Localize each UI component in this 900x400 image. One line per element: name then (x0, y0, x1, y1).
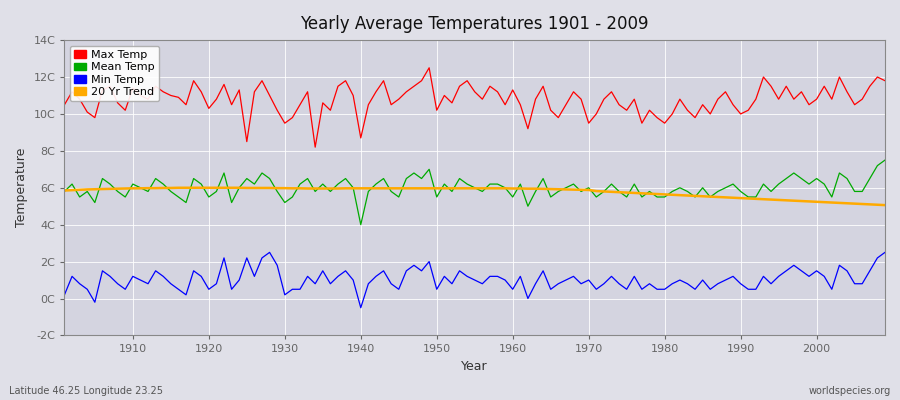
Line: 20 Yr Trend: 20 Yr Trend (65, 188, 885, 205)
Text: Latitude 46.25 Longitude 23.25: Latitude 46.25 Longitude 23.25 (9, 386, 163, 396)
Line: Max Temp: Max Temp (65, 68, 885, 147)
20 Yr Trend (606, 190, 616, 194)
Mean Temp (606, 182, 616, 186)
Max Temp (310, 145, 320, 150)
Max Temp (614, 102, 625, 107)
Min Temp (356, 305, 366, 310)
20 Yr Trend (120, 186, 130, 191)
Mean Temp (879, 158, 890, 162)
Max Temp (59, 102, 70, 107)
20 Yr Trend (508, 186, 518, 191)
Min Temp (120, 287, 130, 292)
Max Temp (424, 65, 435, 70)
Mean Temp (59, 189, 70, 194)
Min Temp (294, 287, 305, 292)
Max Temp (879, 78, 890, 83)
20 Yr Trend (515, 186, 526, 191)
Y-axis label: Temperature: Temperature (15, 148, 28, 228)
Min Temp (879, 250, 890, 255)
X-axis label: Year: Year (462, 360, 488, 373)
20 Yr Trend (340, 186, 351, 191)
Max Temp (515, 102, 526, 107)
Mean Temp (333, 182, 344, 186)
Max Temp (523, 126, 534, 131)
Line: Mean Temp: Mean Temp (65, 160, 885, 225)
Mean Temp (287, 194, 298, 199)
Legend: Max Temp, Mean Temp, Min Temp, 20 Yr Trend: Max Temp, Mean Temp, Min Temp, 20 Yr Tre… (70, 46, 159, 101)
Mean Temp (515, 182, 526, 186)
Mean Temp (508, 194, 518, 199)
Min Temp (614, 281, 625, 286)
Max Temp (340, 78, 351, 83)
Min Temp (523, 296, 534, 301)
Mean Temp (120, 194, 130, 199)
Line: Min Temp: Min Temp (65, 252, 885, 308)
Text: worldspecies.org: worldspecies.org (809, 386, 891, 396)
20 Yr Trend (173, 185, 184, 190)
Title: Yearly Average Temperatures 1901 - 2009: Yearly Average Temperatures 1901 - 2009 (301, 15, 649, 33)
20 Yr Trend (879, 203, 890, 208)
Max Temp (287, 115, 298, 120)
Min Temp (515, 274, 526, 279)
20 Yr Trend (294, 186, 305, 191)
Mean Temp (356, 222, 366, 227)
Min Temp (340, 268, 351, 273)
Max Temp (120, 108, 130, 113)
Min Temp (59, 292, 70, 297)
Min Temp (265, 250, 275, 255)
20 Yr Trend (59, 188, 70, 193)
